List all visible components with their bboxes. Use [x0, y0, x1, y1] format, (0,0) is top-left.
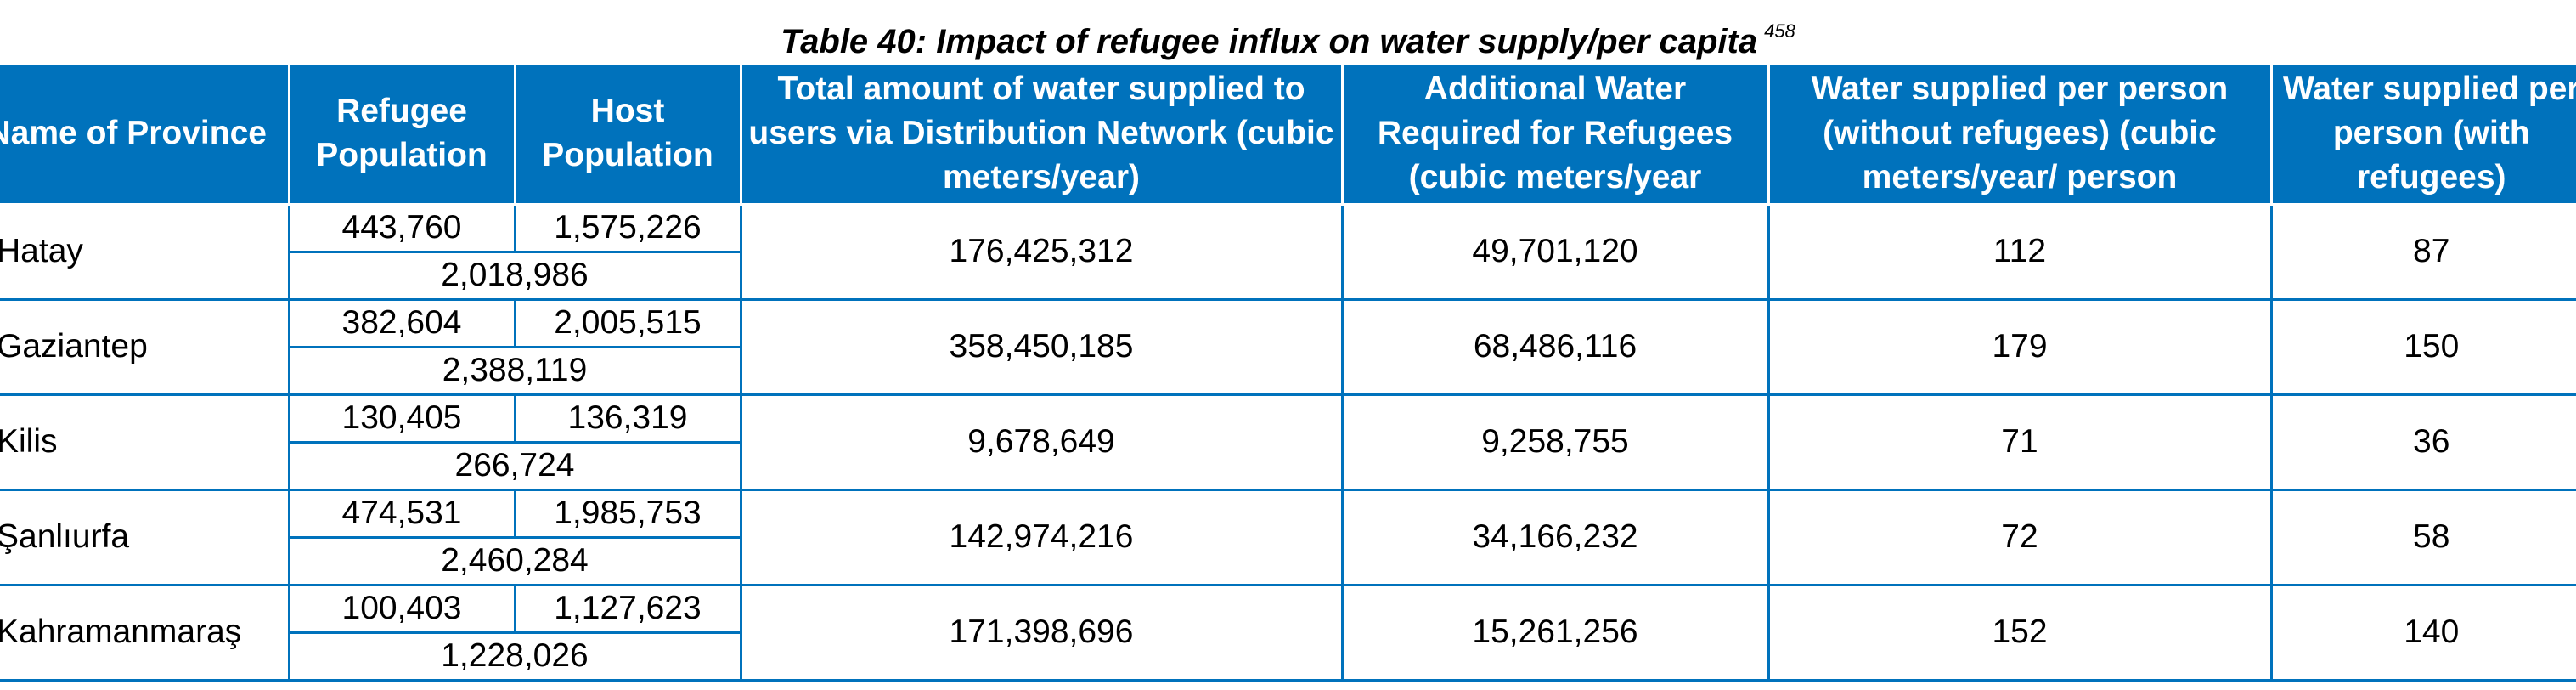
refugee-cell: 382,604	[287, 297, 516, 348]
table-row-hatay-total: 2,018,986	[0, 250, 2576, 301]
per-person-without-cell: 72	[1767, 488, 2273, 586]
header-additional-water: Additional Water Required for Refugees (…	[1340, 65, 1770, 206]
table-row-hatay: Hatay 443,760 1,575,226 176,425,312 49,7…	[0, 202, 2576, 301]
total-water-cell: 176,425,312	[739, 202, 1344, 301]
host-cell: 1,127,623	[513, 583, 742, 634]
additional-water-cell: 15,261,256	[1340, 583, 1770, 682]
province-cell: Gaziantep	[0, 297, 290, 396]
province-cell: Şanlıurfa	[0, 488, 290, 586]
per-person-with-cell: 140	[2269, 583, 2576, 682]
host-cell: 2,005,515	[513, 297, 742, 348]
province-cell: Kilis	[0, 393, 290, 491]
header-per-person-without: Water supplied per person (without refug…	[1767, 65, 2273, 206]
per-person-with-cell: 36	[2269, 393, 2576, 491]
refugee-cell: 100,403	[287, 583, 516, 634]
province-cell: Hatay	[0, 202, 290, 301]
water-supply-table: Name of Province Refugee Population Host…	[0, 65, 2576, 682]
total-population-cell: 1,228,026	[287, 631, 742, 682]
total-water-cell: 142,974,216	[739, 488, 1344, 586]
additional-water-cell: 49,701,120	[1340, 202, 1770, 301]
per-person-without-cell: 152	[1767, 583, 2273, 682]
additional-water-cell: 34,166,232	[1340, 488, 1770, 586]
table-row-kahramanmaras: Kahramanmaraş 100,403 1,127,623 171,398,…	[0, 583, 2576, 682]
host-cell: 1,985,753	[513, 488, 742, 539]
per-person-without-cell: 112	[1767, 202, 2273, 301]
header-province: Name of Province	[0, 65, 290, 206]
table-title: Table 40: Impact of refugee influx on wa…	[781, 23, 1758, 60]
total-water-cell: 9,678,649	[739, 393, 1344, 491]
per-person-with-cell: 150	[2269, 297, 2576, 396]
footnote-marker: 458	[1764, 20, 1795, 42]
province-cell: Kahramanmaraş	[0, 583, 290, 682]
total-water-cell: 171,398,696	[739, 583, 1344, 682]
per-person-with-cell: 87	[2269, 202, 2576, 301]
refugee-cell: 130,405	[287, 393, 516, 444]
table-row-sanliurfa: Şanlıurfa 474,531 1,985,753 142,974,216 …	[0, 488, 2576, 586]
total-population-cell: 2,388,119	[287, 345, 742, 396]
total-water-cell: 358,450,185	[739, 297, 1344, 396]
header-per-person-with: Water supplied per person (with refugees…	[2269, 65, 2576, 206]
host-cell: 1,575,226	[513, 202, 742, 253]
table-caption: Table 40: Impact of refugee influx on wa…	[0, 5, 2576, 60]
refugee-cell: 443,760	[287, 202, 516, 253]
host-cell: 136,319	[513, 393, 742, 444]
header-refugee-population: Refugee Population	[287, 65, 516, 206]
table-row-gaziantep: Gaziantep 382,604 2,005,515 358,450,185 …	[0, 297, 2576, 396]
table-row-kilis-total: 266,724	[0, 440, 2576, 491]
per-person-without-cell: 179	[1767, 297, 2273, 396]
refugee-cell: 474,531	[287, 488, 516, 539]
table-row-kahramanmaras-total: 1,228,026	[0, 631, 2576, 682]
total-population-cell: 266,724	[287, 440, 742, 491]
additional-water-cell: 9,258,755	[1340, 393, 1770, 491]
per-person-without-cell: 71	[1767, 393, 2273, 491]
per-person-with-cell: 58	[2269, 488, 2576, 586]
total-population-cell: 2,018,986	[287, 250, 742, 301]
table-row-sanliurfa-total: 2,460,284	[0, 535, 2576, 586]
table-row-kilis: Kilis 130,405 136,319 9,678,649 9,258,75…	[0, 393, 2576, 491]
header-row: Name of Province Refugee Population Host…	[0, 65, 2576, 206]
header-host-population: Host Population	[513, 65, 742, 206]
table-row-gaziantep-total: 2,388,119	[0, 345, 2576, 396]
total-population-cell: 2,460,284	[287, 535, 742, 586]
additional-water-cell: 68,486,116	[1340, 297, 1770, 396]
header-total-water: Total amount of water supplied to users …	[739, 65, 1344, 206]
